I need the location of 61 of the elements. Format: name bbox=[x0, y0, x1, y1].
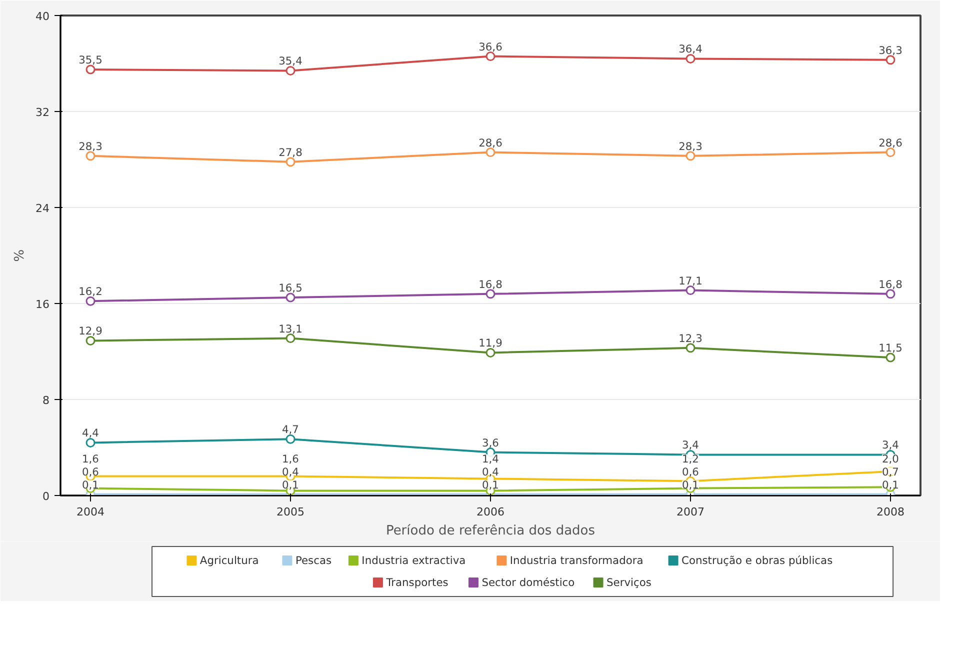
data-label: 36,3 bbox=[878, 44, 902, 57]
data-label: 17,1 bbox=[678, 274, 702, 288]
legend-label: Agricultura bbox=[200, 554, 259, 567]
data-label: 35,4 bbox=[278, 54, 303, 68]
data-label: 0,4 bbox=[282, 465, 300, 478]
data-label: 3,4 bbox=[882, 438, 900, 452]
y-tick-label: 16 bbox=[36, 298, 50, 311]
y-tick-label: 32 bbox=[36, 106, 50, 119]
x-tick-label: 2004 bbox=[76, 506, 105, 518]
legend-label: Construção e obras públicas bbox=[682, 554, 834, 567]
legend-label: Industria extractiva bbox=[362, 554, 466, 567]
y-tick-label: 24 bbox=[36, 202, 50, 215]
legend-label: Pescas bbox=[295, 554, 332, 567]
legend-label: Sector doméstico bbox=[482, 576, 575, 589]
data-label: 3,4 bbox=[682, 438, 700, 452]
data-label: 16,2 bbox=[78, 285, 102, 298]
data-label: 11,9 bbox=[478, 336, 503, 350]
data-label: 12,3 bbox=[678, 332, 702, 345]
data-label: 28,3 bbox=[78, 140, 102, 153]
data-label: 16,8 bbox=[878, 278, 903, 291]
data-label: 16,5 bbox=[278, 282, 302, 294]
data-label: 28,3 bbox=[678, 140, 702, 153]
data-label: 0,1 bbox=[682, 478, 699, 492]
data-label: 13,1 bbox=[278, 322, 302, 336]
data-label: 3,6 bbox=[482, 436, 500, 450]
data-label: 16,8 bbox=[478, 278, 503, 291]
data-label: 0,6 bbox=[682, 465, 700, 478]
data-label: 28,6 bbox=[878, 136, 903, 150]
data-label: 1,2 bbox=[682, 452, 699, 466]
data-label: 35,5 bbox=[78, 54, 102, 66]
data-label: 1,6 bbox=[82, 452, 100, 466]
data-label: 0,1 bbox=[82, 478, 99, 492]
data-label: 11,5 bbox=[878, 342, 902, 354]
x-tick-label: 2006 bbox=[476, 506, 505, 518]
x-tick-label: 2005 bbox=[276, 506, 305, 518]
data-label: 1,6 bbox=[282, 452, 300, 466]
data-label: 1,4 bbox=[482, 452, 500, 466]
data-label: 36,6 bbox=[478, 40, 503, 54]
x-tick-label: 2008 bbox=[876, 506, 905, 518]
legend-label: Serviços bbox=[606, 576, 652, 589]
data-label: 0,1 bbox=[882, 478, 899, 492]
data-label: 28,6 bbox=[478, 136, 503, 150]
legend-label: Industria transformadora bbox=[510, 554, 644, 567]
x-tick-label: 2007 bbox=[676, 506, 705, 518]
data-label: 0,6 bbox=[82, 465, 100, 478]
data-label: 27,8 bbox=[278, 146, 303, 159]
data-label: 0,4 bbox=[482, 465, 500, 478]
data-label: 12,9 bbox=[78, 324, 103, 338]
data-label: 4,4 bbox=[82, 426, 100, 440]
y-tick-label: 40 bbox=[36, 10, 50, 23]
data-label: 4,7 bbox=[282, 423, 299, 436]
y-axis-title: % bbox=[12, 249, 28, 262]
y-tick-label: 8 bbox=[42, 394, 50, 407]
data-label: 36,4 bbox=[678, 42, 703, 56]
data-label: 0,7 bbox=[882, 465, 899, 478]
data-label: 0,1 bbox=[482, 478, 499, 492]
x-axis-title: Período de referência dos dados bbox=[386, 524, 596, 538]
y-tick-label: 0 bbox=[42, 490, 50, 503]
data-label: 2,0 bbox=[882, 452, 900, 466]
data-label: 0,1 bbox=[282, 478, 299, 492]
legend-label: Transportes bbox=[385, 576, 449, 589]
